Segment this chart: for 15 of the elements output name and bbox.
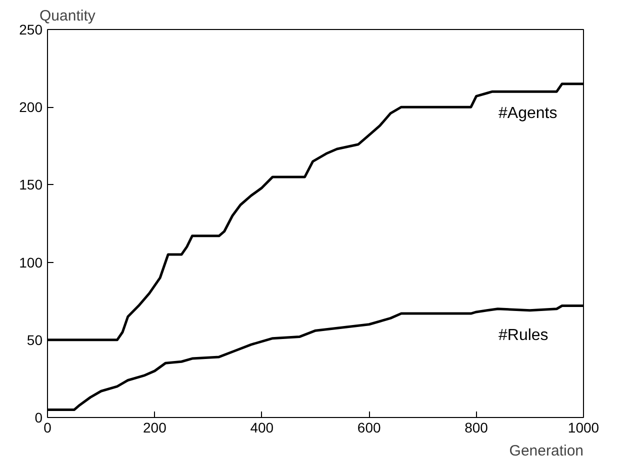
y-tick-label: 250 (19, 22, 43, 38)
x-tick-label: 200 (143, 420, 167, 436)
x-tick-label: 600 (357, 420, 381, 436)
x-tick-label: 800 (464, 420, 488, 436)
series-label: #Rules (498, 326, 548, 344)
y-axis-title: Quantity (40, 8, 96, 24)
y-tick-label: 0 (34, 410, 43, 426)
series-label: #Agents (498, 104, 558, 122)
x-tick-label: 400 (250, 420, 274, 436)
x-tick-label: 1000 (568, 420, 600, 436)
y-tick-label: 150 (19, 176, 43, 193)
y-tick-label: 200 (19, 99, 43, 116)
y-tick-label: 100 (19, 254, 43, 270)
y-tick-label: 50 (26, 332, 43, 348)
x-axis-title: Generation (509, 442, 584, 460)
